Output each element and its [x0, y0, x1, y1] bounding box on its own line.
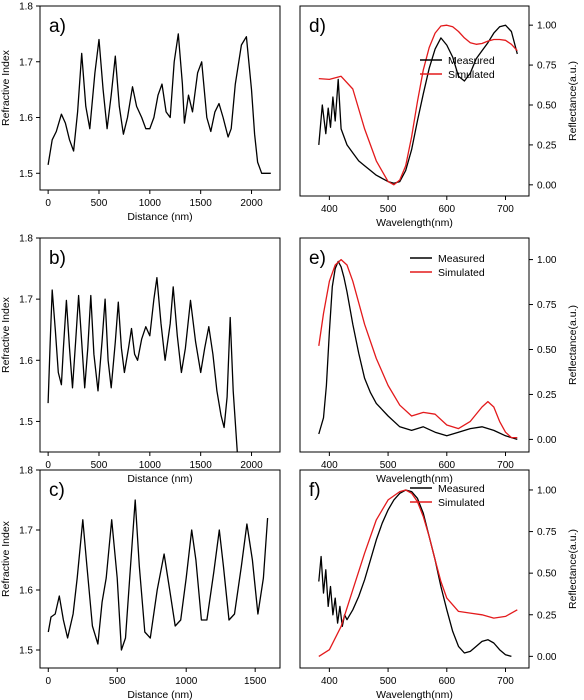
chart-panel-f: 400 500 600 700 0.00 0.25 0.50 0.75 1.00 Waveleng… — [299, 469, 579, 700]
panel-label: f) — [309, 480, 321, 501]
x-tick-label: 500 — [380, 460, 397, 471]
x-tick-label: 1000 — [139, 198, 162, 209]
x-tick-label: 500 — [91, 460, 108, 471]
legend-entry: Measured — [438, 483, 485, 495]
plot-frame — [39, 469, 281, 669]
plot-frame — [299, 237, 530, 453]
y-tick-label: 1.6 — [19, 586, 33, 597]
x-tick-label: 600 — [438, 460, 455, 471]
y-tick-label: 1.5 — [19, 646, 33, 657]
y-tick-label: 1.00 — [537, 485, 557, 496]
panel-label: a) — [49, 16, 66, 37]
y-tick-label: 0.00 — [537, 180, 557, 191]
x-tick-label: 0 — [45, 198, 51, 209]
y-tick-label: 0.00 — [537, 652, 557, 663]
y-axis-label: Reflectance(a.u.) — [567, 529, 579, 609]
y-axis-label: Refractive Index — [0, 49, 12, 126]
x-tick-label: 1500 — [244, 676, 267, 687]
y-tick-label: 0.25 — [537, 610, 557, 621]
x-tick-label: 1000 — [175, 676, 198, 687]
chart-panel-a: 0 500 1000 1500 2000 1.5 1.6 1.7 1.8 Distance (nm… — [0, 2, 281, 223]
y-tick-label: 0.50 — [537, 569, 557, 580]
series-line-simulated — [318, 258, 518, 439]
y-axis-label: Refractive Index — [0, 520, 12, 597]
chart-panel-d: 400 500 600 700 0.00 0.25 0.50 0.75 1.00 Waveleng… — [299, 5, 579, 229]
x-tick-label: 400 — [321, 676, 338, 687]
x-tick-label: 400 — [321, 460, 338, 471]
plot-frame — [39, 5, 281, 191]
x-tick-label: 400 — [321, 204, 338, 215]
x-axis-label: Distance (nm) — [127, 211, 192, 223]
x-axis-label: Distance (nm) — [127, 473, 192, 485]
series-line-measured — [318, 489, 512, 658]
y-tick-label: 1.8 — [19, 234, 33, 245]
y-tick-label: 0.75 — [537, 300, 557, 311]
legend-entry: Simulated — [438, 267, 485, 279]
x-tick-label: 700 — [497, 460, 514, 471]
x-tick-label: 2000 — [240, 460, 263, 471]
x-tick-label: 500 — [109, 676, 126, 687]
y-tick-label: 1.7 — [19, 526, 33, 537]
panel-label: e) — [309, 248, 326, 269]
x-tick-label: 1500 — [190, 198, 213, 209]
panel-label: d) — [309, 16, 326, 37]
x-axis-label: Wavelength(nm) — [376, 217, 453, 229]
y-tick-label: 0.75 — [537, 527, 557, 538]
series-line-simulated — [318, 489, 518, 657]
y-axis-label: Reflectance(a.u.) — [567, 61, 579, 141]
chart-panel-e: 400 500 600 700 0.00 0.25 0.50 0.75 1.00 Waveleng… — [299, 237, 579, 485]
y-tick-label: 1.7 — [19, 295, 33, 306]
y-tick-label: 1.5 — [19, 417, 33, 428]
series-line-profile — [47, 33, 271, 174]
x-tick-label: 500 — [380, 204, 397, 215]
legend-entry: Measured — [438, 253, 485, 265]
x-tick-label: 600 — [438, 676, 455, 687]
x-tick-label: 500 — [380, 676, 397, 687]
y-tick-label: 1.8 — [19, 2, 33, 13]
y-tick-label: 1.7 — [19, 57, 33, 68]
legend-entry: Measured — [448, 55, 495, 67]
y-tick-label: 0.75 — [537, 61, 557, 72]
x-tick-label: 1500 — [190, 460, 213, 471]
x-axis-label: Wavelength(nm) — [376, 473, 453, 485]
y-tick-label: 1.5 — [19, 169, 33, 180]
y-tick-label: 0.00 — [537, 435, 557, 446]
y-tick-label: 0.50 — [537, 100, 557, 111]
x-tick-label: 0 — [45, 460, 51, 471]
legend-entry: Simulated — [438, 497, 485, 509]
series-line-profile — [47, 277, 238, 453]
panel-label: c) — [49, 480, 65, 501]
y-tick-label: 1.6 — [19, 113, 33, 124]
x-axis-label: Wavelength(nm) — [376, 689, 453, 700]
plot-frame — [39, 237, 281, 453]
y-tick-label: 0.50 — [537, 345, 557, 356]
y-tick-label: 0.25 — [537, 390, 557, 401]
x-tick-label: 600 — [438, 204, 455, 215]
y-axis-label: Reflectance(a.u.) — [567, 305, 579, 385]
x-tick-label: 0 — [45, 676, 51, 687]
series-line-simulated — [318, 24, 518, 186]
x-tick-label: 500 — [91, 198, 108, 209]
chart-panel-c: 0 500 1000 1500 1.5 1.6 1.7 1.8 Distance (nm) Ref… — [0, 466, 281, 700]
chart-panel-b: 0 500 1000 1500 2000 1.5 1.6 1.7 1.8 Distance (nm… — [0, 234, 281, 485]
plot-frame — [299, 5, 530, 197]
y-tick-label: 0.25 — [537, 140, 557, 151]
y-axis-label: Refractive Index — [0, 296, 12, 373]
x-tick-label: 2000 — [240, 198, 263, 209]
panel-label: b) — [49, 248, 66, 269]
series-line-profile — [47, 499, 269, 651]
y-tick-label: 1.8 — [19, 466, 33, 477]
series-line-measured — [318, 260, 518, 441]
series-line-measured — [318, 24, 518, 184]
x-tick-label: 1000 — [139, 460, 162, 471]
x-axis-label: Distance (nm) — [127, 689, 192, 700]
x-tick-label: 700 — [497, 204, 514, 215]
y-tick-label: 1.00 — [537, 255, 557, 266]
y-tick-label: 1.6 — [19, 356, 33, 367]
x-tick-label: 700 — [497, 676, 514, 687]
legend-entry: Simulated — [448, 69, 495, 81]
y-tick-label: 1.00 — [537, 21, 557, 32]
plot-frame — [299, 469, 530, 669]
